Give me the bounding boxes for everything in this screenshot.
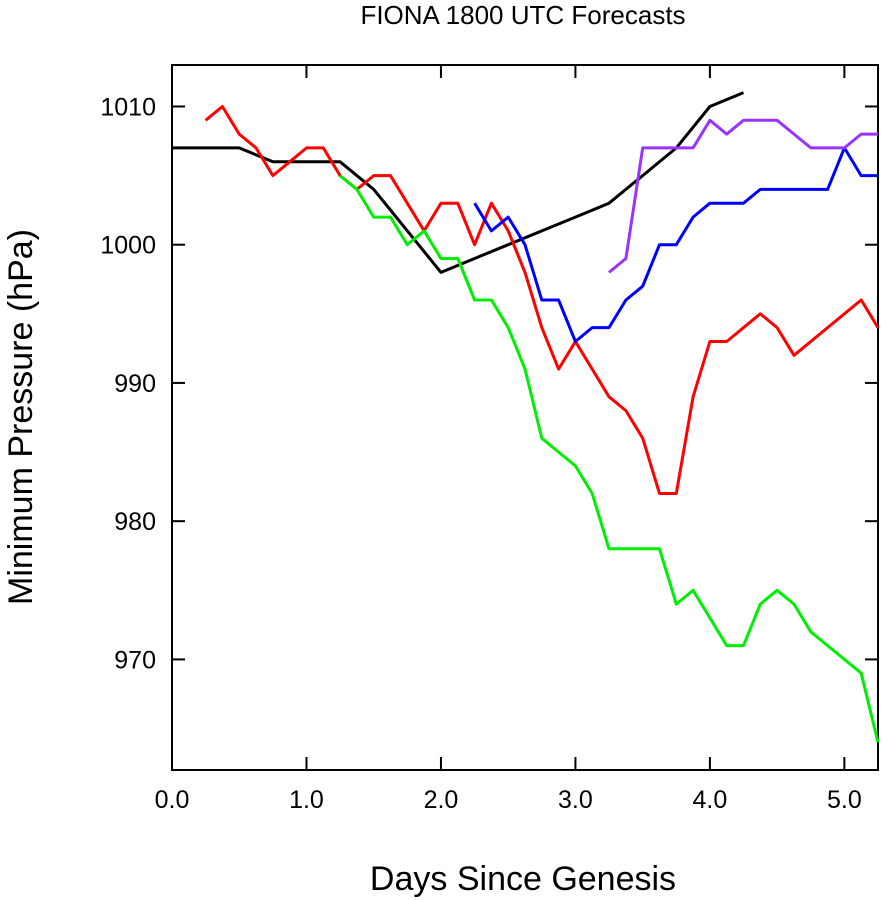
x-tick-label: 1.0 [289, 786, 324, 814]
x-tick-label: 2.0 [424, 786, 459, 814]
y-tick-label: 1000 [100, 232, 156, 260]
series-line-3 [339, 174, 880, 743]
x-tick-label: 0.0 [155, 786, 190, 814]
chart-title: FIONA 1800 UTC Forecasts [360, 0, 685, 30]
x-axis-ticks: 0.0 1.0 2.0 3.0 4.0 5.0 [155, 65, 862, 814]
series-line-2 [204, 105, 880, 495]
x-tick-label: 5.0 [827, 786, 862, 814]
y-tick-label: 1010 [100, 93, 156, 121]
series-line-5 [608, 118, 878, 274]
y-tick-label: 990 [114, 370, 156, 398]
x-tick-label: 4.0 [693, 786, 728, 814]
series-lines [172, 91, 880, 743]
y-axis-title: Minimum Pressure (hPa) [2, 229, 40, 605]
x-tick-label: 3.0 [558, 786, 593, 814]
x-axis-title: Days Since Genesis [370, 860, 676, 898]
y-axis-ticks: 970 980 990 1000 1010 [100, 93, 878, 674]
plot-frame [171, 64, 879, 771]
y-tick-label: 980 [114, 508, 156, 536]
y-tick-label: 970 [114, 646, 156, 674]
series-line-4 [473, 146, 878, 343]
